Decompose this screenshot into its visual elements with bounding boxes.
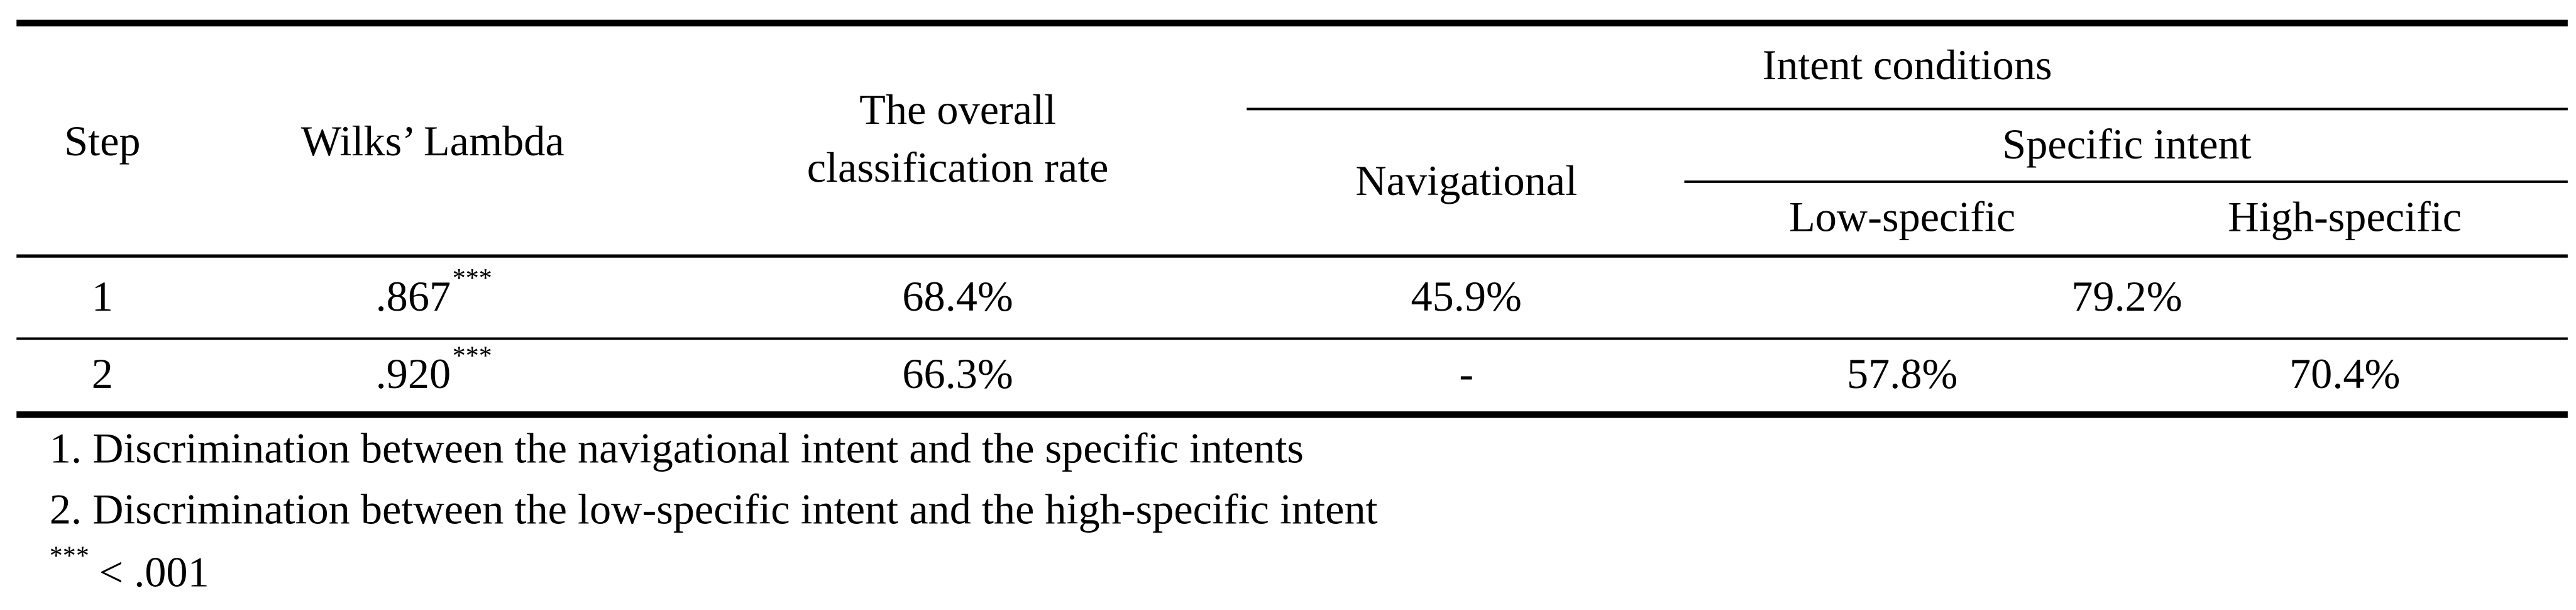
header-cell: classification rate: [807, 143, 1109, 191]
cell: 79.2%: [2071, 272, 2182, 320]
header-cell: Specific intent: [2002, 120, 2251, 168]
header-cell: The overall: [859, 86, 1056, 133]
superscript: ***: [453, 342, 492, 371]
cell: 70.4%: [2289, 350, 2400, 397]
header-cell: Intent conditions: [1763, 41, 2052, 89]
cell: -: [1459, 350, 1473, 397]
cell: 57.8%: [1847, 350, 1957, 397]
cell: 68.4%: [902, 272, 1013, 320]
cell: .867: [376, 272, 451, 320]
note: 1. Discrimination between the navigation…: [50, 424, 1304, 472]
header-cell: Step: [64, 117, 140, 165]
cell: 45.9%: [1411, 272, 1521, 320]
superscript: ***: [453, 264, 492, 293]
header-cell: Low-specific: [1789, 193, 2015, 241]
note: 2. Discrimination between the low-specif…: [50, 485, 1378, 533]
note-symbol: ***: [50, 542, 89, 571]
header-cell: High-specific: [2228, 193, 2462, 241]
cell: 1: [92, 272, 113, 320]
header-cell: Wilks’ Lambda: [301, 117, 564, 165]
cell: .920: [376, 350, 451, 397]
header-cell: Navigational: [1355, 157, 1577, 204]
cell: 66.3%: [902, 350, 1013, 397]
cell: 2: [92, 350, 113, 397]
note: < .001: [99, 548, 209, 596]
